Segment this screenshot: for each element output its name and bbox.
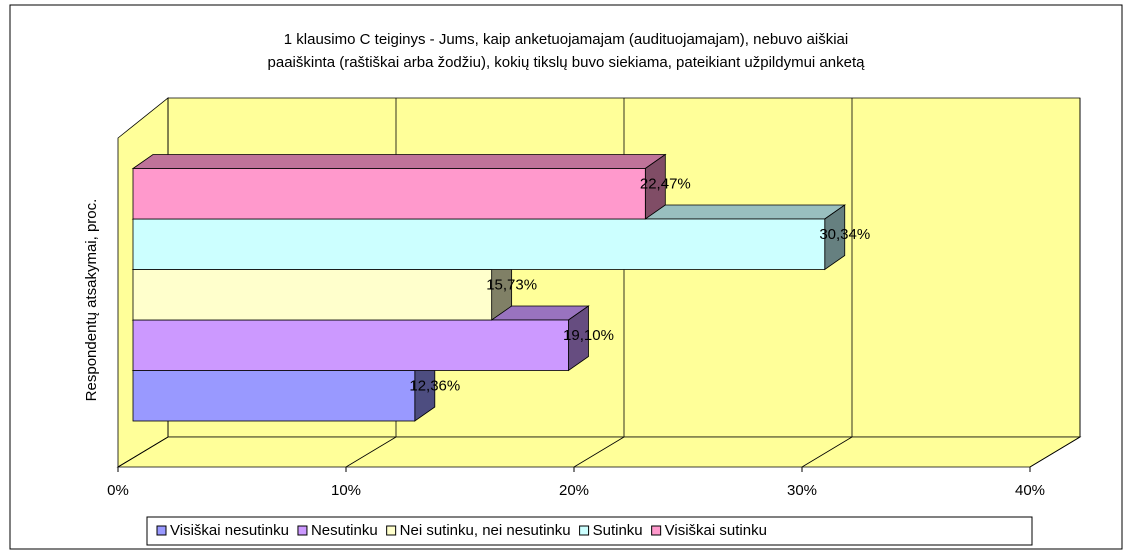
data-label: 19,10% [563, 327, 614, 344]
bar-top [131, 154, 667, 169]
grid-line [1029, 436, 1081, 468]
legend-swatch [579, 525, 590, 536]
x-tick-label: 10% [331, 482, 361, 499]
data-label: 12,36% [409, 377, 460, 394]
grid-line [117, 436, 169, 468]
x-tick-label: 20% [559, 482, 589, 499]
data-label: 30,34% [819, 226, 870, 243]
legend-label: Visiškai sutinku [665, 522, 767, 539]
data-label: 22,47% [640, 175, 691, 192]
x-tick-label: 0% [107, 482, 129, 499]
bar [132, 370, 416, 422]
chart-title: paaiškinta (raštiškai arba žodžiu), koki… [268, 54, 866, 71]
legend-swatch [651, 525, 662, 536]
bar [132, 218, 826, 270]
legend-swatch [386, 525, 397, 536]
grid-line [345, 436, 397, 468]
legend [146, 516, 1033, 546]
legend-swatch [156, 525, 167, 536]
legend-label: Nesutinku [311, 522, 378, 539]
data-label: 15,73% [486, 276, 537, 293]
x-tick-label: 30% [787, 482, 817, 499]
legend-swatch [297, 525, 308, 536]
grid-line [573, 436, 625, 468]
bar [132, 319, 569, 371]
legend-label: Visiškai nesutinku [170, 522, 289, 539]
x-tick-label: 40% [1015, 482, 1045, 499]
chart-title: 1 klausimo C teiginys - Jums, kaip anket… [284, 31, 848, 48]
grid-line [801, 436, 853, 468]
legend-label: Sutinku [593, 522, 643, 539]
bar [132, 168, 646, 220]
bar [132, 269, 493, 321]
legend-label: Nei sutinku, nei nesutinku [400, 522, 571, 539]
y-axis-label: Respondentų atsakymai, proc. [83, 199, 100, 402]
